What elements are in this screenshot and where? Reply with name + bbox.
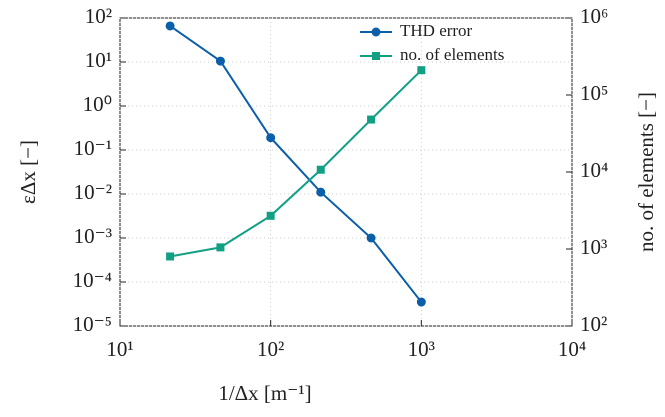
legend-marker [372, 52, 380, 60]
x-tick-label: 10¹ [106, 337, 133, 361]
marker [266, 211, 275, 220]
marker [417, 66, 426, 75]
marker [316, 165, 325, 174]
y-tick-label: 10⁻² [74, 180, 112, 204]
marker [416, 297, 426, 307]
series-line [169, 25, 423, 303]
marker [366, 233, 376, 243]
y-tick-label: 10⁻⁴ [73, 268, 112, 292]
legend-marker [371, 27, 381, 37]
x-tick-label: 10⁴ [558, 337, 586, 361]
y-tick-label: 10² [85, 4, 112, 28]
x-tick-label: 10³ [408, 337, 435, 361]
marker [266, 133, 276, 143]
y-tick-label: 10¹ [85, 48, 112, 72]
y2-tick-label: 10⁵ [580, 81, 608, 105]
y2-tick-label: 10⁴ [580, 158, 608, 182]
x-axis-label: 1/Δx [m⁻¹] [218, 381, 311, 405]
y2-axis-label: no. of elements [−] [634, 92, 658, 252]
y-tick-label: 10⁻⁵ [73, 312, 112, 336]
y-axis-label: εΔx [−] [16, 140, 40, 204]
y2-tick-label: 10⁶ [580, 4, 608, 28]
y2-tick-label: 10² [580, 312, 607, 336]
marker [215, 56, 225, 66]
y-tick-label: 10⁻³ [74, 224, 112, 248]
y-tick-label: 10⁻¹ [74, 136, 112, 160]
marker [165, 21, 175, 31]
plot-frame [119, 17, 573, 327]
x-tick-label: 10² [257, 337, 284, 361]
y2-tick-label: 10³ [580, 235, 607, 259]
y-tick-label: 10⁰ [83, 92, 112, 116]
marker [216, 243, 225, 252]
marker [316, 187, 326, 197]
legend-label: no. of elements [400, 45, 504, 64]
marker [166, 252, 175, 261]
marker [367, 115, 376, 124]
series-line [169, 69, 423, 258]
legend-label: THD error [400, 21, 473, 40]
